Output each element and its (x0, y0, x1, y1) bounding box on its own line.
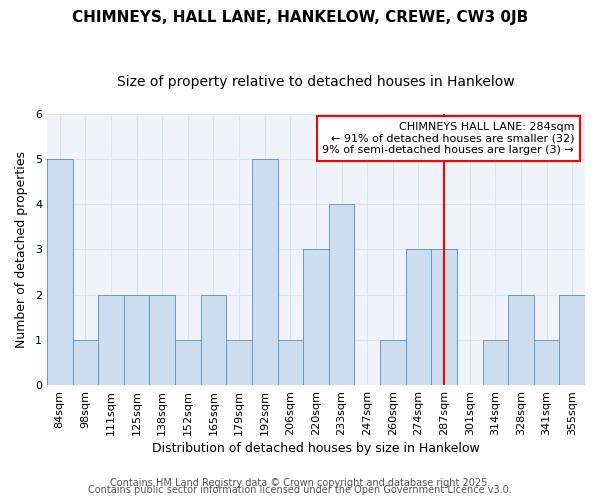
Text: CHIMNEYS HALL LANE: 284sqm
← 91% of detached houses are smaller (32)
9% of semi-: CHIMNEYS HALL LANE: 284sqm ← 91% of deta… (322, 122, 574, 155)
Bar (149, 294, 175, 385)
Bar (124, 294, 149, 385)
Text: CHIMNEYS, HALL LANE, HANKELOW, CREWE, CW3 0JB: CHIMNEYS, HALL LANE, HANKELOW, CREWE, CW… (72, 10, 528, 25)
Bar (303, 250, 329, 385)
Bar (226, 340, 252, 385)
Bar (482, 340, 508, 385)
Text: Contains HM Land Registry data © Crown copyright and database right 2025.: Contains HM Land Registry data © Crown c… (110, 478, 490, 488)
Bar (559, 294, 585, 385)
Bar (278, 340, 303, 385)
Title: Size of property relative to detached houses in Hankelow: Size of property relative to detached ho… (117, 75, 515, 89)
Bar (200, 294, 226, 385)
Bar (329, 204, 355, 385)
Text: Contains public sector information licensed under the Open Government Licence v3: Contains public sector information licen… (88, 485, 512, 495)
Bar (73, 340, 98, 385)
Bar (431, 250, 457, 385)
Bar (98, 294, 124, 385)
Bar (534, 340, 559, 385)
Bar (406, 250, 431, 385)
Y-axis label: Number of detached properties: Number of detached properties (15, 151, 28, 348)
Bar (508, 294, 534, 385)
X-axis label: Distribution of detached houses by size in Hankelow: Distribution of detached houses by size … (152, 442, 480, 455)
Bar (252, 159, 278, 385)
Bar (380, 340, 406, 385)
Bar (47, 159, 73, 385)
Bar (175, 340, 200, 385)
